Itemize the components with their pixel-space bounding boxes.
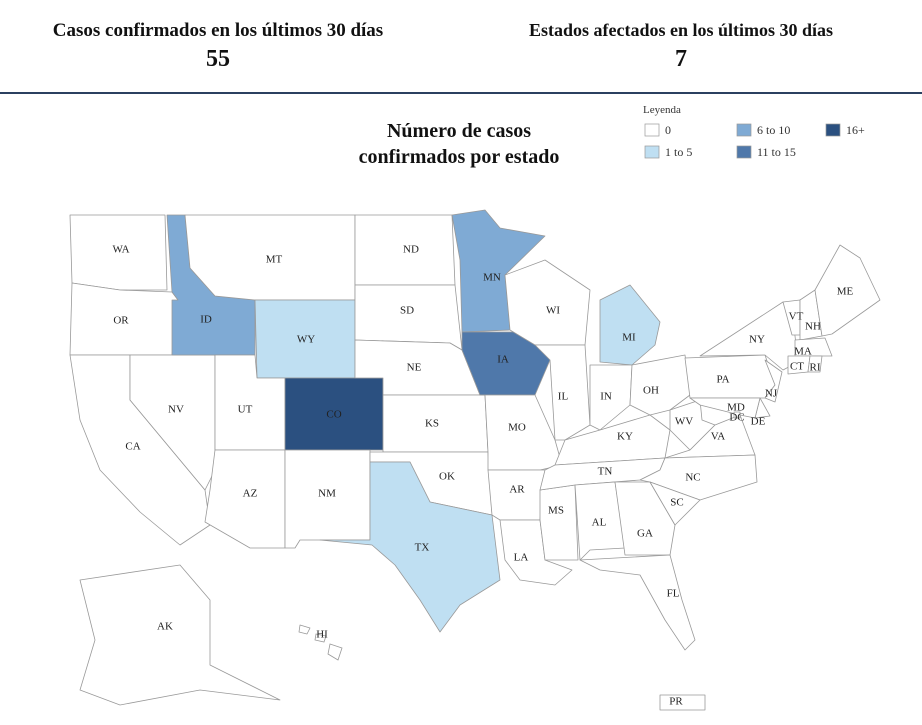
state-label: TN [598, 466, 613, 478]
legend-swatch [736, 145, 752, 159]
state-label: SC [670, 497, 683, 509]
state-label: NH [805, 321, 821, 333]
state [79, 564, 281, 706]
stat-label: Casos confirmados en los últimos 30 días [53, 20, 383, 41]
state-label: LA [514, 552, 529, 564]
legend-label: 0 [665, 123, 671, 137]
state-label: OR [113, 315, 129, 327]
state-label: SD [400, 305, 414, 317]
state-label: DE [751, 416, 766, 428]
state [689, 397, 761, 419]
state-label: MA [794, 346, 812, 358]
state [733, 411, 741, 419]
state-label: PA [716, 374, 729, 386]
map-title: confirmados por estado [359, 146, 560, 168]
state-label: MI [622, 332, 636, 344]
state [574, 481, 626, 561]
state [764, 359, 783, 403]
state [579, 554, 696, 651]
island [314, 633, 327, 643]
state-label: ND [403, 244, 419, 256]
state-label: IN [600, 391, 612, 403]
state-label: TX [415, 542, 430, 554]
state-label: WV [675, 416, 693, 428]
state-label: OK [439, 471, 455, 483]
state-label: NE [407, 362, 422, 374]
state-label: KY [617, 431, 633, 443]
state-label: CA [125, 441, 140, 453]
state-label: NV [168, 404, 184, 416]
legend-swatch [825, 123, 841, 137]
state-label: MN [483, 272, 501, 284]
state [69, 214, 168, 291]
state [599, 284, 661, 366]
state-label: NJ [765, 388, 778, 400]
state-label: UT [238, 404, 253, 416]
state-label: HI [316, 629, 328, 641]
state [807, 355, 823, 373]
state-label: AK [157, 621, 173, 633]
stat-value: 55 [206, 46, 230, 72]
state-label: MD [727, 402, 745, 414]
state-label: ME [837, 286, 854, 298]
state-label: FL [667, 588, 680, 600]
legend-swatch [644, 123, 660, 137]
state [814, 244, 881, 337]
state [684, 354, 776, 399]
state [539, 484, 579, 561]
state-label: ID [200, 314, 212, 326]
legend-swatch [644, 145, 660, 159]
state [319, 461, 501, 633]
state-label: WA [112, 244, 129, 256]
state-label: OH [643, 385, 659, 397]
state-label: NM [318, 488, 336, 500]
state-label: CT [790, 361, 804, 373]
stat-label: Estados afectados en los últimos 30 días [529, 20, 833, 40]
legend-label: 11 to 15 [757, 145, 796, 159]
state-label: WI [546, 305, 560, 317]
state-label: CO [326, 409, 341, 421]
state-label: IL [558, 391, 569, 403]
island [327, 643, 343, 661]
state [589, 364, 633, 431]
state [794, 337, 833, 357]
state-label: DC [729, 412, 744, 424]
state-label: MT [266, 254, 283, 266]
state [284, 449, 371, 549]
state [298, 624, 311, 635]
state-label: WY [297, 334, 315, 346]
state-label: VT [789, 311, 804, 323]
state-label: RI [810, 362, 821, 374]
state-label: NC [685, 472, 700, 484]
state [614, 481, 676, 556]
map-title: Número de casos [387, 120, 531, 142]
stat-value: 7 [675, 46, 687, 72]
state [699, 301, 799, 371]
legend-title: Leyenda [643, 104, 681, 116]
state [649, 481, 701, 526]
legend-label: 16+ [846, 123, 865, 137]
state-label: AL [592, 517, 607, 529]
map: WA OR CA NV ID MT WY UT CO AZ NM ND SD NE KS OK TX MN IA MO… [69, 209, 881, 711]
legend-label: 1 to 5 [665, 145, 692, 159]
state-label: PR [669, 696, 683, 708]
state-label: GA [637, 528, 653, 540]
legend-label: 6 to 10 [757, 123, 790, 137]
state-label: AZ [243, 488, 258, 500]
state-label: KS [425, 418, 439, 430]
state [664, 414, 756, 459]
state-label: AR [509, 484, 525, 496]
state-label: NY [749, 334, 765, 346]
state-label: MO [508, 422, 526, 434]
state-label: IA [497, 354, 509, 366]
legend-swatch [736, 123, 752, 137]
state-label: VA [711, 431, 726, 443]
state [659, 694, 706, 711]
state-label: MS [548, 505, 564, 517]
